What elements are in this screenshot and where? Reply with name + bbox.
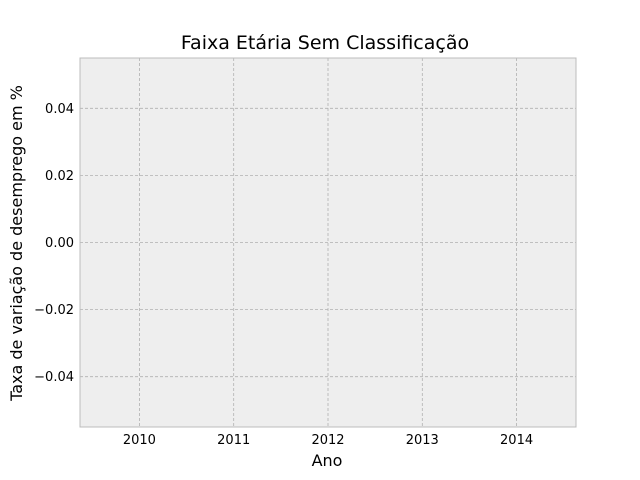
x-tick-label: 2012	[311, 433, 344, 448]
grid	[80, 58, 576, 427]
plot-border	[79, 57, 577, 428]
x-axis-ticks: 2010 2011 2012 2013 2014	[123, 433, 533, 448]
y-tick-label: 0.04	[45, 102, 74, 117]
y-tick-label: −0.04	[34, 370, 74, 385]
x-tick-label: 2013	[406, 433, 439, 448]
y-axis-ticks: 0.04 0.02 0.00 −0.02 −0.04	[34, 102, 74, 385]
y-tick-label: 0.02	[45, 169, 74, 184]
x-tick-label: 2014	[500, 433, 533, 448]
x-tick-label: 2010	[123, 433, 156, 448]
x-axis-label: Ano	[312, 451, 343, 470]
y-axis-label: Taxa de variação de desemprego em %	[7, 85, 26, 402]
y-tick-label: 0.00	[45, 236, 74, 251]
chart-title: Faixa Etária Sem Classificação	[181, 32, 469, 54]
x-tick-label: 2011	[217, 433, 250, 448]
y-tick-label: −0.02	[34, 303, 74, 318]
